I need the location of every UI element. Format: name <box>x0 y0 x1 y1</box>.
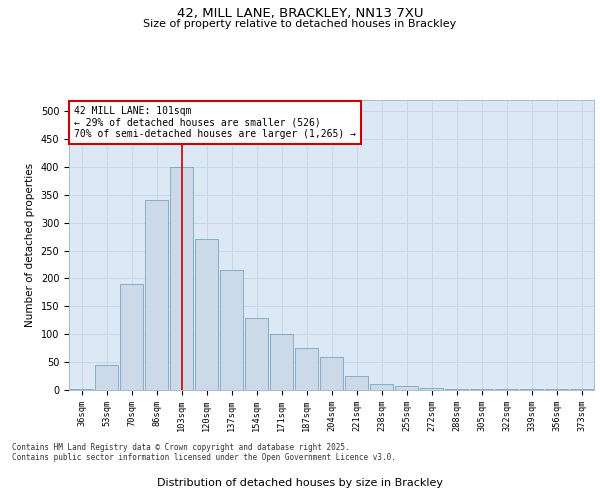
Y-axis label: Number of detached properties: Number of detached properties <box>25 163 35 327</box>
Bar <box>194 240 218 390</box>
Bar <box>344 376 368 390</box>
Text: Distribution of detached houses by size in Brackley: Distribution of detached houses by size … <box>157 478 443 488</box>
Bar <box>395 386 418 390</box>
Bar <box>119 284 143 390</box>
Bar <box>445 389 469 390</box>
Text: Size of property relative to detached houses in Brackley: Size of property relative to detached ho… <box>143 19 457 29</box>
Bar <box>70 389 94 390</box>
Bar <box>220 270 244 390</box>
Bar <box>320 356 343 390</box>
Bar <box>419 388 443 390</box>
Bar <box>145 200 169 390</box>
Text: 42 MILL LANE: 101sqm
← 29% of detached houses are smaller (526)
70% of semi-deta: 42 MILL LANE: 101sqm ← 29% of detached h… <box>74 106 356 139</box>
Bar <box>170 167 193 390</box>
Bar <box>245 318 268 390</box>
Bar <box>370 384 394 390</box>
Bar <box>269 334 293 390</box>
Bar <box>295 348 319 390</box>
Bar <box>95 365 118 390</box>
Text: Contains HM Land Registry data © Crown copyright and database right 2025.
Contai: Contains HM Land Registry data © Crown c… <box>12 443 396 462</box>
Text: 42, MILL LANE, BRACKLEY, NN13 7XU: 42, MILL LANE, BRACKLEY, NN13 7XU <box>177 8 423 20</box>
